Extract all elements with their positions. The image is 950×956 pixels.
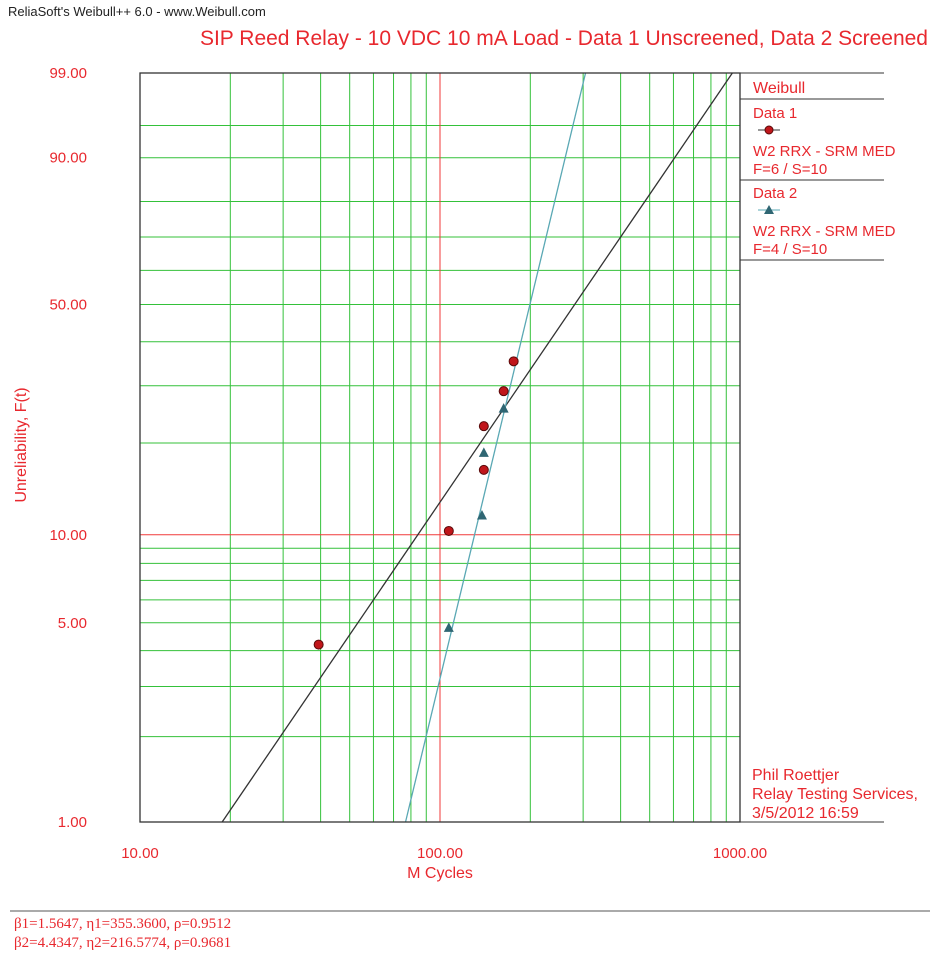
app-title: ReliaSoft's Weibull++ 6.0 - www.Weibull.… [8,4,266,19]
y-tick-label: 99.00 [49,65,87,82]
data-point-series-2 [476,510,487,520]
legend-series-1-counts: F=6 / S=10 [753,161,827,178]
data-point-series-1 [508,356,519,367]
note-organization: Relay Testing Services, [752,786,918,803]
params-line-2: β2=4.4347, η2=216.5774, ρ=0.9681 [14,935,231,951]
note-author: Phil Roettjer [752,767,840,784]
x-tick-label: 10.00 [121,845,159,862]
chart-title: SIP Reed Relay - 10 VDC 10 mA Load - Dat… [199,27,928,50]
x-tick-label: 100.00 [417,845,463,862]
y-tick-label: 5.00 [58,615,87,632]
note-date: 3/5/2012 16:59 [752,805,859,822]
data-point-series-1 [313,639,324,650]
data-point-series-2 [443,622,454,632]
x-tick-labels: 10.00 100.00 1000.00 [121,845,767,862]
data-point-series-1 [478,421,489,432]
grid-layer [140,73,740,822]
data-point-series-1 [478,464,489,475]
legend: Weibull Data 1 W2 RRX - SRM MED F=6 / S=… [753,80,896,258]
y-tick-label: 50.00 [49,296,87,313]
data-point-series-2 [498,403,509,413]
x-axis-label: M Cycles [407,865,473,882]
params-line-1: β1=1.5647, η1=355.3600, ρ=0.9512 [14,916,231,932]
legend-series-1-description: W2 RRX - SRM MED [753,143,896,160]
y-tick-label: 10.00 [49,527,87,544]
x-tick-label: 1000.00 [713,845,767,862]
legend-series-1-marker [764,125,774,135]
legend-series-1-name: Data 1 [753,105,797,122]
fit-line-series-2 [404,72,587,823]
fit-lines-layer [221,72,733,823]
data-point-series-2 [478,447,489,457]
legend-series-2-description: W2 RRX - SRM MED [753,223,896,240]
author-note: Phil Roettjer Relay Testing Services, 3/… [752,767,918,822]
fit-line-series-1 [221,72,733,823]
data-point-series-1 [443,525,454,536]
y-tick-label: 90.00 [49,150,87,167]
data-point-series-1 [498,386,509,397]
legend-series-2-name: Data 2 [753,185,797,202]
legend-title: Weibull [753,80,805,97]
data-points-layer [313,356,519,650]
y-tick-label: 1.00 [58,814,87,831]
plot-frame [139,72,741,823]
frame-layer [139,72,884,823]
legend-series-2-counts: F=4 / S=10 [753,241,827,258]
y-tick-labels: 1.00 5.00 10.00 50.00 90.00 99.00 [49,65,87,831]
y-axis-label: Unreliability, F(t) [13,387,30,502]
legend-series-2-marker [764,205,774,214]
